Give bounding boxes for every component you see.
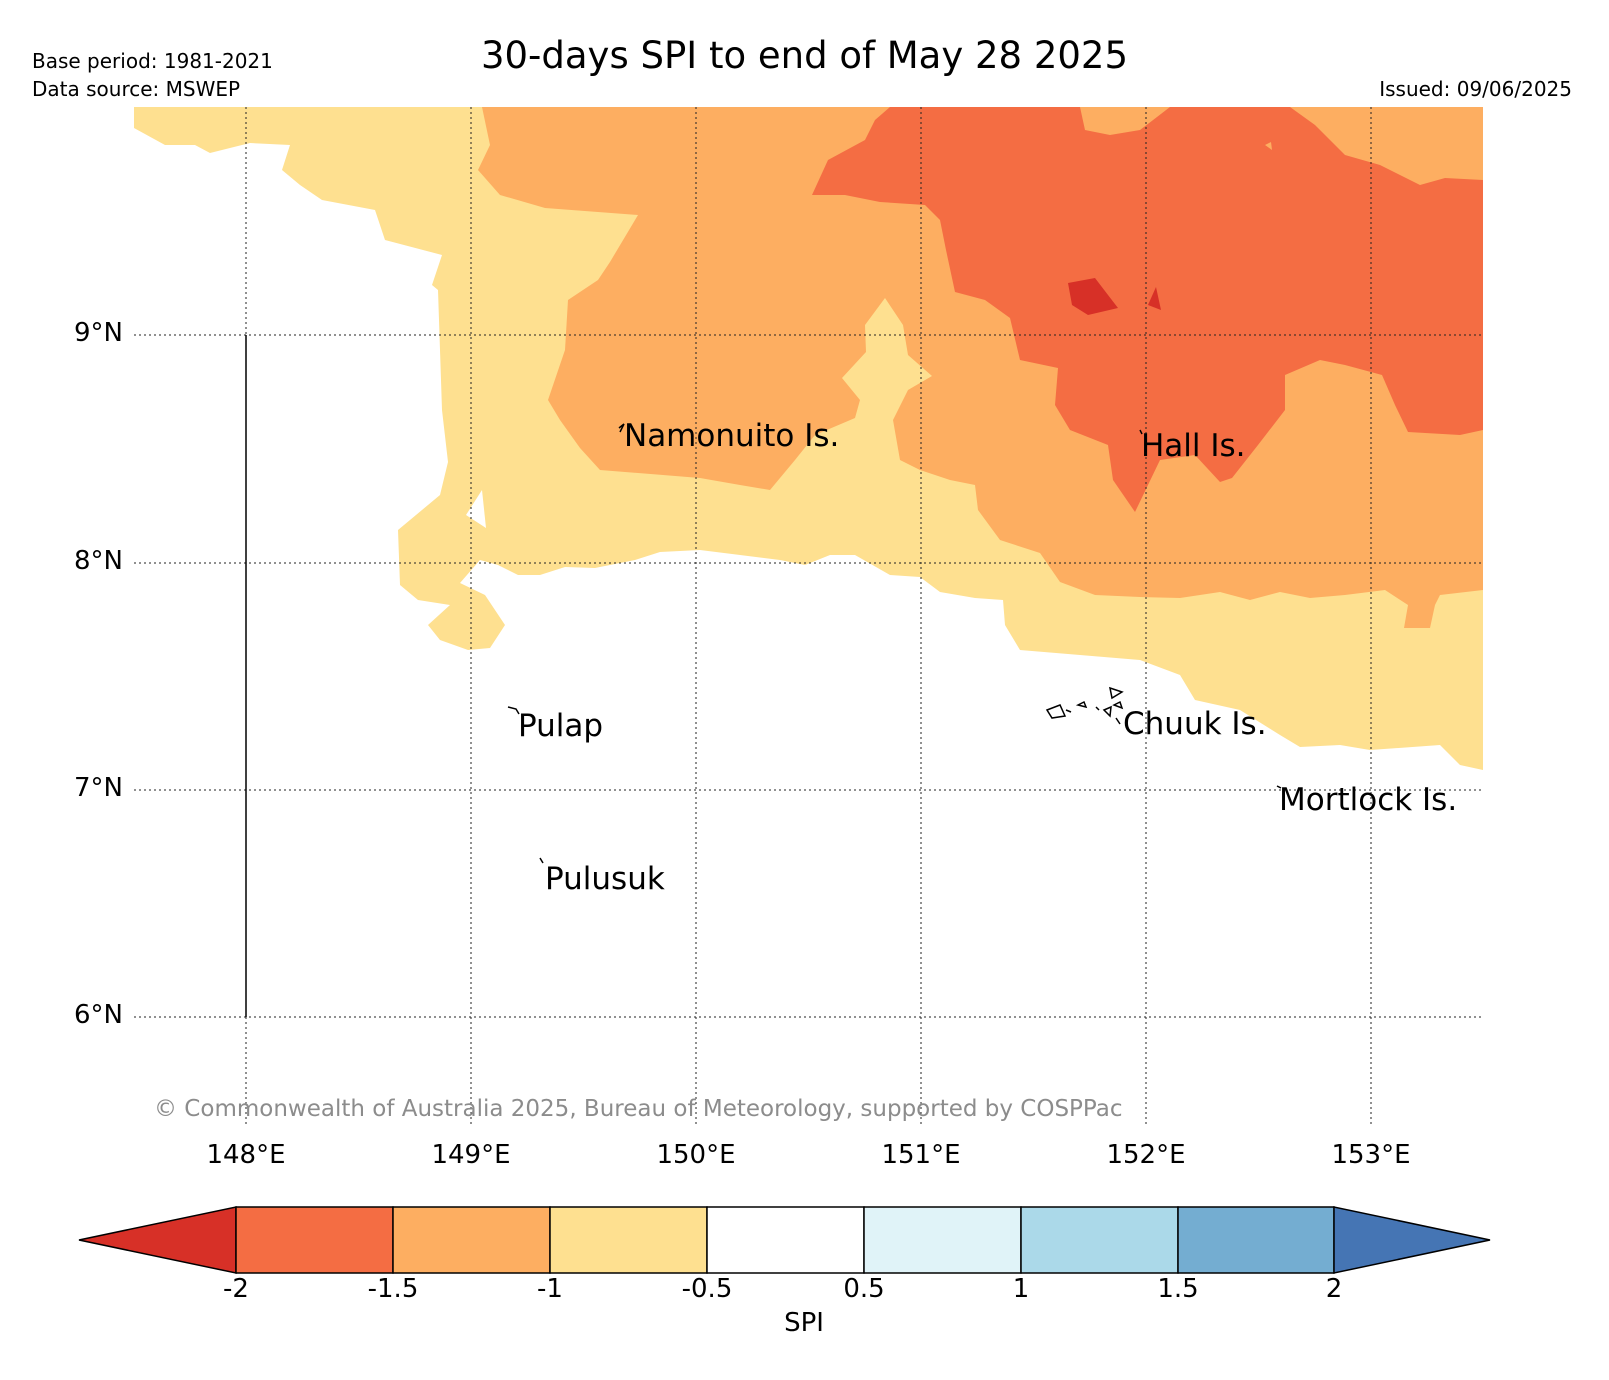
lon-label-152e: 152°E — [1106, 1140, 1186, 1170]
colorbar-tick: -2 — [223, 1274, 249, 1304]
place-label-chuuk: Chuuk Is. — [1123, 706, 1267, 742]
copyright-notice: © Commonwealth of Australia 2025, Bureau… — [154, 1096, 1123, 1122]
colorbar-segment-1 — [235, 1206, 394, 1274]
lon-label-148e: 148°E — [206, 1140, 286, 1170]
chuuk-outline-4 — [1102, 705, 1112, 718]
colorbar-tick: -0.5 — [681, 1274, 733, 1304]
lon-label-151e: 151°E — [881, 1140, 961, 1170]
colorbar — [78, 1206, 1491, 1274]
colorbar-segment-5 — [863, 1206, 1022, 1274]
lat-label-8n: 8°N — [74, 546, 123, 576]
chuuk-outline-2 — [1045, 704, 1067, 719]
colorbar-tick: 0.5 — [843, 1274, 885, 1304]
pulusuk-outline — [539, 857, 544, 864]
colorbar-tick: -1 — [537, 1274, 563, 1304]
place-label-pulap: Pulap — [518, 708, 604, 744]
colorbar-segment-2 — [392, 1206, 551, 1274]
mortlock-outline — [1276, 785, 1282, 789]
map-title: 30-days SPI to end of May 28 2025 — [480, 34, 1129, 77]
lon-label-149e: 149°E — [431, 1140, 511, 1170]
island-outlines — [507, 423, 1282, 864]
chuuk-outline-7 — [1095, 706, 1100, 711]
spi-region-extreme-dry — [812, 107, 1483, 512]
lat-label-9n: 9°N — [74, 318, 123, 348]
namonuito-outline — [618, 423, 625, 433]
pulap-outline — [507, 706, 520, 715]
colorbar-segment-7 — [1177, 1206, 1335, 1274]
place-label-hall: Hall Is. — [1141, 428, 1246, 464]
chuuk-outline-5 — [1112, 700, 1124, 710]
colorbar-tick: 1 — [1012, 1274, 1030, 1304]
lon-label-150e: 150°E — [656, 1140, 736, 1170]
colorbar-segment-6 — [1020, 1206, 1179, 1274]
colorbar-tick: -1.5 — [367, 1274, 419, 1304]
hall-outline — [1139, 429, 1143, 435]
colorbar-label: SPI — [784, 1308, 824, 1338]
chuuk-outline-3 — [1075, 700, 1088, 709]
colorbar-tick: 2 — [1325, 1274, 1343, 1304]
issued-date-label: Issued: 09/06/2025 — [1379, 77, 1572, 101]
spi-region-normal — [466, 490, 486, 528]
spi-region-exceptional-dry — [1148, 287, 1161, 310]
chuuk-outline-1 — [1109, 686, 1124, 700]
colorbar-segment-3 — [549, 1206, 708, 1274]
lat-label-6n: 6°N — [74, 1000, 123, 1030]
base-period-label: Base period: 1981-2021 — [32, 49, 273, 73]
place-label-namonuito: Namonuito Is. — [624, 418, 840, 454]
chuuk-outline-8 — [1115, 717, 1121, 725]
lat-label-7n: 7°N — [74, 773, 123, 803]
lon-label-153e: 153°E — [1331, 1140, 1411, 1170]
data-source-label: Data source: MSWEP — [32, 77, 241, 101]
colorbar-tick: 1.5 — [1157, 1274, 1199, 1304]
spi-region-severe-dry-patch — [1265, 142, 1272, 150]
place-label-mortlock: Mortlock Is. — [1279, 782, 1458, 818]
place-label-pulusuk: Pulusuk — [545, 861, 665, 897]
colorbar-high-extend — [1333, 1206, 1491, 1274]
colorbar-segment-4 — [706, 1206, 865, 1274]
spi-region-exceptional-dry — [1068, 278, 1118, 315]
chuuk-outline-6 — [1065, 709, 1072, 713]
colorbar-low-extend — [78, 1206, 237, 1274]
